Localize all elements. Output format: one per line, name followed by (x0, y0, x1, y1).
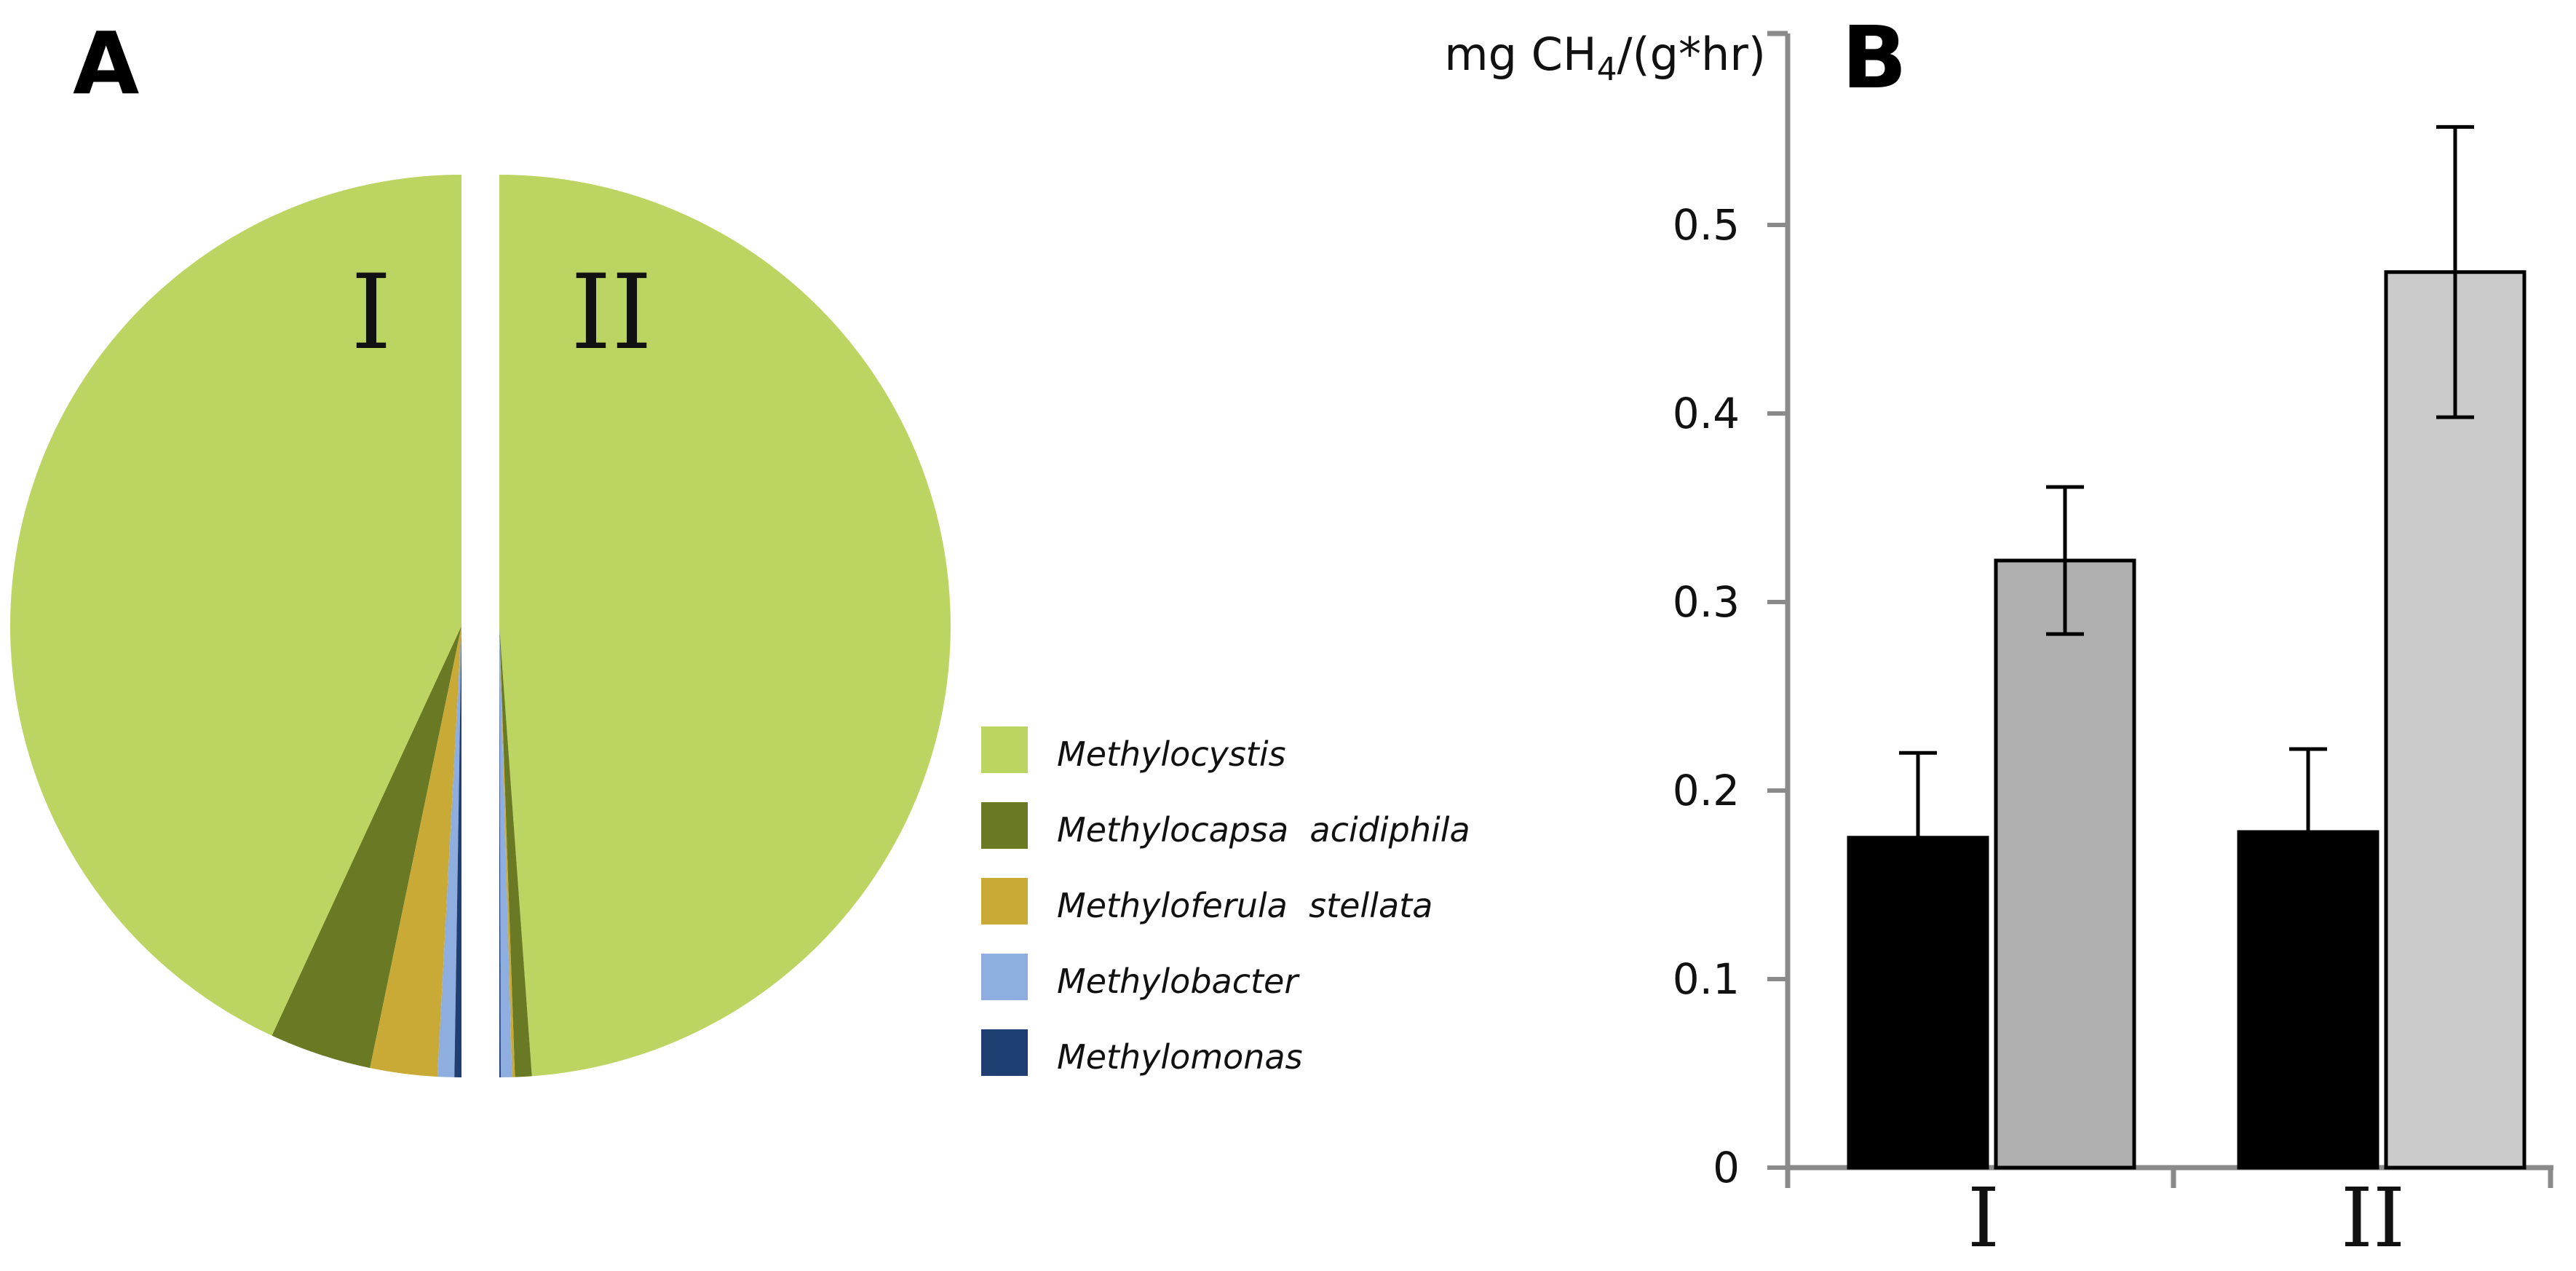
legend: Methylocystis Methylocapsa acidiphila Me… (981, 726, 1470, 1077)
bar-I-series-2 (1994, 558, 2136, 1170)
pie-slice-II-5 (499, 626, 501, 1078)
y-tick-label: 0.2 (1673, 766, 1740, 815)
pie-slice-I-1 (10, 175, 461, 1036)
legend-label: Methylobacter (1057, 962, 1300, 1001)
legend-label: Methylocapsa acidiphila (1057, 810, 1470, 850)
legend-swatch (981, 726, 1028, 773)
pie-slice-I-4 (437, 626, 461, 1077)
y-axis-label-main: mg CH (1444, 28, 1596, 81)
legend-item: Methylocystis (981, 726, 1286, 774)
pie-label-I: I (351, 253, 392, 373)
panel-b-label: B (1842, 7, 1907, 108)
y-tick-label: 0.3 (1673, 577, 1740, 627)
legend-swatch (981, 802, 1028, 849)
panel-a-label: A (73, 13, 139, 114)
pie-chart (10, 175, 951, 1078)
y-tick-label: 0.5 (1673, 200, 1740, 250)
legend-label: Methylocystis (1057, 735, 1286, 774)
pie-slice-II-1 (499, 175, 951, 1077)
y-tick-label: 0.1 (1673, 954, 1740, 1004)
pie-slice-I-5 (454, 626, 461, 1077)
legend-item: Methylomonas (981, 1029, 1303, 1077)
pie-slice-I-2 (272, 626, 461, 1069)
legend-swatch (981, 954, 1028, 1000)
legend-swatch (981, 878, 1028, 924)
legend-item: Methylocapsa acidiphila (981, 802, 1470, 850)
bar-II-series-2 (2384, 270, 2527, 1170)
legend-label: Methyloferula stellata (1057, 886, 1432, 925)
legend-label: Methylomonas (1057, 1037, 1303, 1077)
y-axis-label-subscript: 4 (1597, 51, 1617, 88)
legend-item: Methyloferula stellata (981, 878, 1432, 925)
y-tick-label: 0.4 (1673, 389, 1740, 438)
category-label-II: II (2341, 1171, 2405, 1266)
pie-slice-I-3 (370, 626, 461, 1077)
pie-slice-II-3 (499, 626, 515, 1077)
pie-slice-II-2 (499, 626, 532, 1077)
legend-swatch (981, 1029, 1028, 1076)
y-axis-label: mg CH4/(g*hr) (1444, 28, 1766, 88)
y-axis-label-tail: /(g*hr) (1617, 28, 1766, 81)
y-tick-label: 0 (1713, 1143, 1740, 1192)
category-label-I: I (1967, 1171, 2000, 1266)
bar-chart: mg CH4/(g*hr) 0 0.1 0.2 0.3 0.4 0.5 (1444, 28, 2553, 1192)
pie-slice-II-4 (499, 626, 512, 1077)
pie-label-II: II (571, 253, 652, 373)
legend-item: Methylobacter (981, 954, 1300, 1001)
